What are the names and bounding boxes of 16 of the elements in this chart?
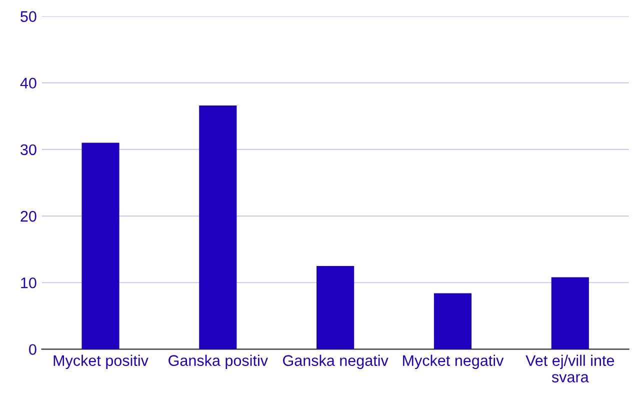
x-tick-label: Mycket negativ (403, 354, 504, 370)
y-tick-label: 20 (20, 210, 36, 222)
bar (199, 106, 237, 350)
bar (82, 142, 120, 350)
y-tick-label: 30 (20, 144, 36, 156)
bar (434, 293, 472, 350)
bar (551, 277, 589, 350)
x-tick-label: Vet ej/vill inte svara (526, 354, 614, 382)
x-tick-label: Mycket positiv (54, 354, 148, 370)
y-tick-label: 0 (29, 344, 36, 355)
x-tick-label: Ganska negativ (283, 354, 388, 370)
bar (316, 266, 354, 350)
x-tick-label: Ganska positiv (168, 354, 268, 370)
y-tick-label: 40 (20, 78, 36, 89)
y-tick-label: 10 (21, 277, 36, 288)
y-tick-label: 50 (20, 11, 36, 22)
